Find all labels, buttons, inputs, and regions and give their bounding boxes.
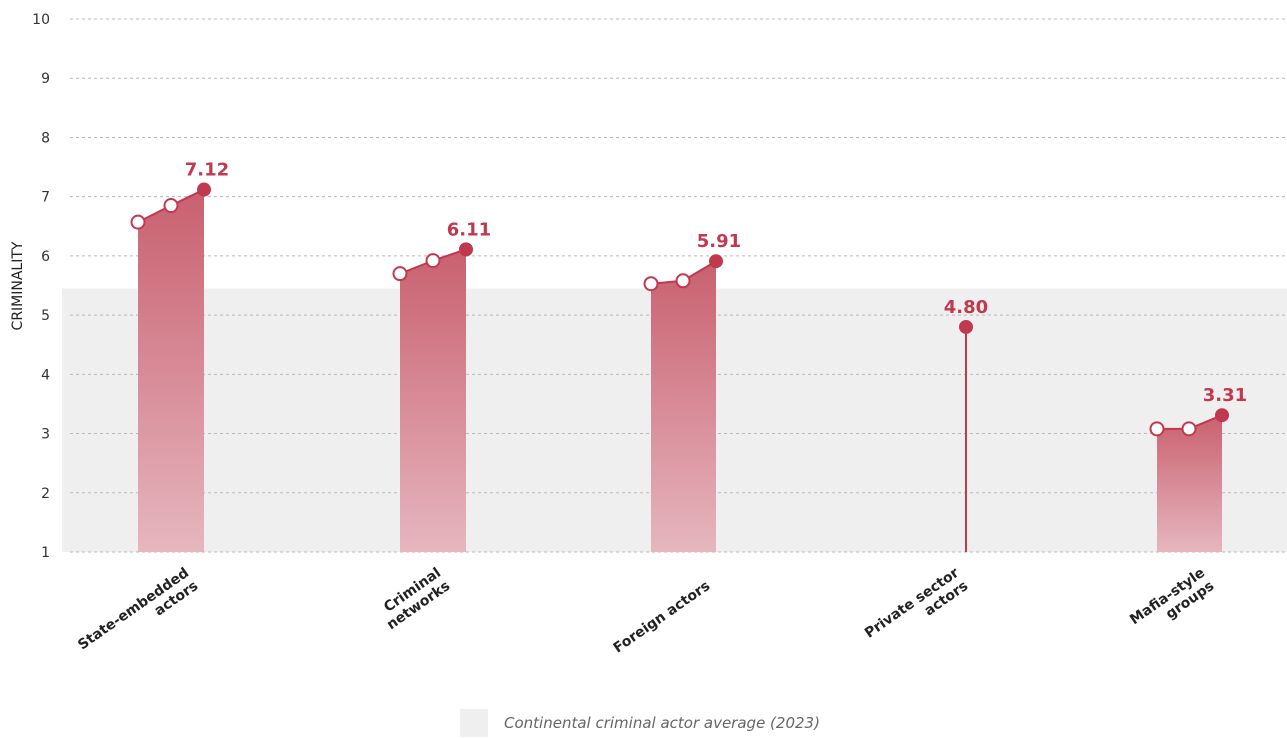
data-point	[1181, 421, 1197, 437]
value-label: 5.91	[697, 231, 741, 252]
data-point	[425, 253, 441, 269]
data-point-latest	[709, 254, 723, 269]
y-tick-label: 1	[41, 545, 50, 561]
area-bar	[138, 189, 204, 552]
legend-label: Continental criminal actor average (2023…	[504, 714, 820, 732]
category-label: Foreign actors	[611, 578, 714, 656]
data-point-latest	[197, 182, 211, 197]
y-tick-label: 8	[41, 130, 50, 146]
y-tick-label: 2	[41, 486, 50, 502]
y-tick-label: 6	[41, 249, 50, 265]
y-tick-label: 7	[41, 190, 50, 206]
area-bar	[651, 261, 716, 552]
data-point	[675, 273, 691, 289]
y-tick-label: 4	[41, 367, 50, 383]
area-bar	[400, 249, 466, 552]
value-label: 3.31	[1203, 385, 1247, 406]
data-point-latest	[1215, 408, 1229, 423]
y-axis-label: CRIMINALITY	[10, 241, 26, 330]
data-point	[643, 276, 659, 292]
value-label: 4.80	[944, 297, 988, 318]
data-point-latest	[959, 319, 973, 334]
data-point-latest	[459, 242, 473, 257]
area-bar	[1157, 415, 1222, 552]
data-point	[163, 198, 179, 214]
legend-swatch	[460, 709, 488, 737]
data-point	[392, 266, 408, 282]
value-label: 6.11	[447, 219, 491, 240]
legend: Continental criminal actor average (2023…	[460, 708, 820, 738]
y-tick-label: 10	[32, 12, 50, 28]
data-point	[130, 214, 146, 230]
data-point	[1149, 421, 1165, 437]
y-tick-label: 9	[41, 71, 50, 87]
value-label: 7.12	[185, 160, 229, 181]
y-tick-label: 5	[41, 308, 50, 324]
category-label-line: Foreign actors	[611, 578, 714, 656]
y-tick-label: 3	[41, 427, 50, 443]
